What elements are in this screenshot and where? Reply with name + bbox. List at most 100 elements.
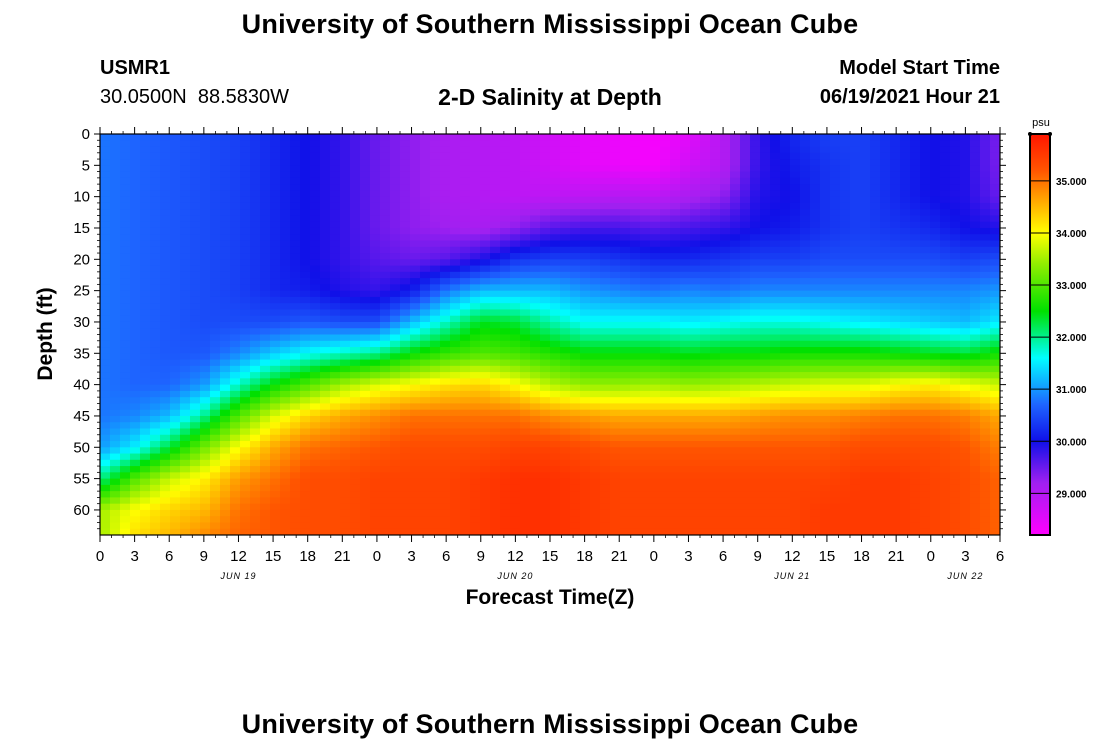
heatmap-cell (840, 296, 851, 304)
heatmap-cell (860, 271, 871, 279)
heatmap-cell (690, 284, 701, 292)
heatmap-cell (490, 190, 501, 198)
heatmap-cell (580, 278, 591, 285)
heatmap-cell (410, 177, 421, 185)
heatmap-cell (310, 359, 321, 367)
heatmap-cell (180, 134, 191, 141)
heatmap-cell (120, 384, 131, 392)
heatmap-cell (470, 415, 481, 423)
heatmap-cell (280, 278, 291, 285)
heatmap-cell (360, 171, 371, 179)
heatmap-cell (100, 390, 111, 398)
heatmap-cell (280, 472, 291, 480)
heatmap-cell (870, 365, 881, 373)
heatmap-cell (770, 422, 781, 430)
heatmap-cell (680, 378, 691, 386)
heatmap-cell (490, 215, 501, 223)
heatmap-cell (340, 146, 351, 154)
heatmap-cell (160, 271, 171, 279)
heatmap-cell (520, 422, 531, 430)
heatmap-cell (640, 240, 651, 248)
heatmap-cell (770, 340, 781, 348)
heatmap-cell (500, 196, 511, 204)
heatmap-cell (250, 365, 261, 373)
heatmap-cell (840, 221, 851, 229)
heatmap-cell (490, 140, 501, 148)
heatmap-cell (870, 321, 881, 329)
heatmap-cell (370, 497, 381, 505)
heatmap-cell (300, 171, 311, 179)
heatmap-cell (380, 415, 391, 423)
heatmap-cell (390, 202, 401, 210)
heatmap-cell (500, 159, 511, 166)
heatmap-cell (700, 365, 711, 373)
heatmap-cell (290, 246, 301, 254)
heatmap-cell (860, 340, 871, 348)
heatmap-cell (280, 347, 291, 354)
heatmap-cell (100, 215, 111, 223)
heatmap-cell (130, 290, 141, 298)
heatmap-cell (210, 334, 221, 342)
heatmap-cell (220, 422, 231, 430)
heatmap-cell (640, 315, 651, 323)
heatmap-cell (740, 353, 751, 361)
heatmap-cell (230, 503, 241, 511)
heatmap-cell (550, 428, 561, 436)
heatmap-cell (270, 441, 281, 448)
heatmap-cell (530, 265, 541, 273)
heatmap-cell (630, 315, 641, 323)
heatmap-cell (330, 209, 341, 217)
heatmap-cell (800, 353, 811, 361)
heatmap-cell (150, 484, 161, 492)
heatmap-cell (610, 447, 621, 455)
heatmap-cell (250, 321, 261, 329)
heatmap-cell (250, 140, 261, 148)
heatmap-cell (810, 196, 821, 204)
heatmap-cell (370, 459, 381, 467)
heatmap-cell (150, 347, 161, 354)
heatmap-cell (780, 202, 791, 210)
heatmap-cell (370, 378, 381, 386)
heatmap-cell (250, 359, 261, 367)
heatmap-cell (870, 315, 881, 323)
heatmap-cell (470, 447, 481, 455)
heatmap-cell (670, 453, 681, 461)
heatmap-cell (690, 303, 701, 311)
heatmap-cell (390, 190, 401, 198)
heatmap-cell (150, 196, 161, 204)
heatmap-cell (640, 516, 651, 524)
heatmap-cell (540, 422, 551, 430)
heatmap-cell (130, 265, 141, 273)
heatmap-cell (140, 384, 151, 392)
heatmap-cell (870, 234, 881, 242)
heatmap-cell (530, 271, 541, 279)
heatmap-cell (640, 359, 651, 367)
heatmap-cell (830, 365, 841, 373)
heatmap-cell (160, 353, 171, 361)
heatmap-cell (270, 340, 281, 348)
heatmap-cell (640, 459, 651, 467)
heatmap-cell (390, 478, 401, 486)
heatmap-cell (140, 290, 151, 298)
heatmap-cell (220, 522, 231, 530)
heatmap-cell (530, 340, 541, 348)
heatmap-cell (510, 202, 521, 210)
heatmap-cell (710, 409, 721, 417)
heatmap-cell (850, 409, 861, 417)
heatmap-cell (710, 328, 721, 336)
heatmap-cell (830, 522, 841, 530)
heatmap-cell (270, 428, 281, 436)
heatmap-cell (590, 184, 601, 191)
heatmap-cell (400, 253, 411, 260)
heatmap-cell (860, 516, 871, 524)
heatmap-cell (190, 215, 201, 223)
heatmap-cell (440, 171, 451, 179)
heatmap-cell (790, 447, 801, 455)
heatmap-cell (180, 503, 191, 511)
heatmap-cell (490, 503, 501, 511)
heatmap-cell (830, 334, 841, 342)
heatmap-cell (750, 466, 761, 473)
heatmap-cell (200, 253, 211, 260)
heatmap-cell (790, 328, 801, 336)
heatmap-cell (220, 509, 231, 517)
